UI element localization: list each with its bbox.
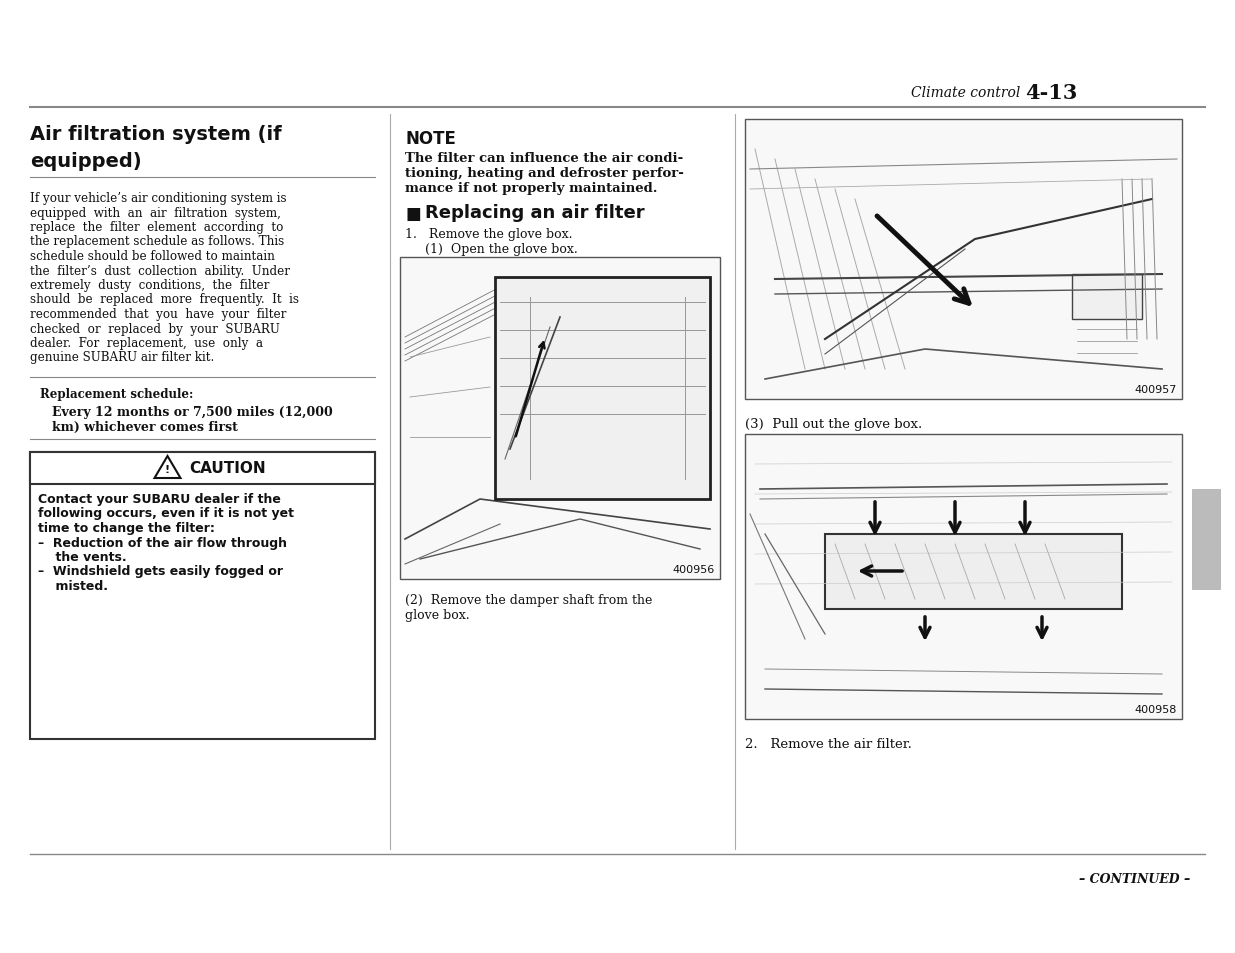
Text: schedule should be followed to maintain: schedule should be followed to maintain — [30, 250, 275, 263]
Text: If your vehicle’s air conditioning system is: If your vehicle’s air conditioning syste… — [30, 192, 287, 205]
Text: !: ! — [165, 464, 170, 475]
Text: checked  or  replaced  by  your  SUBARU: checked or replaced by your SUBARU — [30, 322, 280, 335]
Text: CAUTION: CAUTION — [189, 461, 266, 476]
Text: (3)  Pull out the glove box.: (3) Pull out the glove box. — [745, 417, 923, 431]
Bar — [745, 435, 1182, 720]
Text: extremely  dusty  conditions,  the  filter: extremely dusty conditions, the filter — [30, 278, 269, 292]
Text: NOTE: NOTE — [405, 130, 456, 148]
Text: Contact your SUBARU dealer if the: Contact your SUBARU dealer if the — [38, 493, 280, 505]
Bar — [825, 535, 1123, 609]
Text: Replacement schedule:: Replacement schedule: — [40, 388, 194, 400]
Text: dealer.  For  replacement,  use  only  a: dealer. For replacement, use only a — [30, 336, 263, 350]
Text: km) whichever comes first: km) whichever comes first — [52, 420, 238, 434]
Text: recommended  that  you  have  your  filter: recommended that you have your filter — [30, 308, 287, 320]
Text: ■: ■ — [405, 205, 421, 223]
Bar — [1192, 490, 1220, 589]
Text: The filter can influence the air condi-: The filter can influence the air condi- — [405, 152, 683, 165]
Text: misted.: misted. — [38, 579, 107, 593]
Text: replace  the  filter  element  according  to: replace the filter element according to — [30, 221, 283, 233]
Bar — [1072, 274, 1142, 319]
Text: following occurs, even if it is not yet: following occurs, even if it is not yet — [38, 507, 294, 520]
Bar — [30, 453, 375, 740]
Text: time to change the filter:: time to change the filter: — [38, 521, 215, 535]
Text: 400958: 400958 — [1135, 704, 1177, 714]
Text: 2.   Remove the air filter.: 2. Remove the air filter. — [745, 738, 911, 750]
Bar — [745, 120, 1182, 399]
Bar — [30, 453, 375, 484]
Text: –  Windshield gets easily fogged or: – Windshield gets easily fogged or — [38, 565, 283, 578]
Text: (2)  Remove the damper shaft from the: (2) Remove the damper shaft from the — [405, 594, 652, 606]
Text: (1)  Open the glove box.: (1) Open the glove box. — [405, 243, 578, 255]
Text: Air filtration system (if: Air filtration system (if — [30, 125, 282, 144]
Text: 400957: 400957 — [1135, 385, 1177, 395]
Polygon shape — [154, 456, 180, 478]
Text: the replacement schedule as follows. This: the replacement schedule as follows. Thi… — [30, 235, 284, 248]
Text: 1.   Remove the glove box.: 1. Remove the glove box. — [405, 228, 573, 241]
Text: glove box.: glove box. — [405, 608, 469, 621]
Bar — [400, 257, 720, 579]
Bar — [495, 277, 710, 499]
Text: Every 12 months or 7,500 miles (12,000: Every 12 months or 7,500 miles (12,000 — [52, 406, 332, 418]
Text: tioning, heating and defroster perfor-: tioning, heating and defroster perfor- — [405, 167, 684, 180]
Text: mance if not properly maintained.: mance if not properly maintained. — [405, 182, 657, 194]
Text: Climate control: Climate control — [910, 86, 1020, 100]
Text: the vents.: the vents. — [38, 551, 127, 563]
Text: – CONTINUED –: – CONTINUED – — [1078, 873, 1191, 885]
Text: Replacing an air filter: Replacing an air filter — [425, 204, 645, 222]
Text: 400956: 400956 — [673, 564, 715, 575]
Text: –  Reduction of the air flow through: – Reduction of the air flow through — [38, 536, 287, 549]
Text: 4-13: 4-13 — [1025, 83, 1077, 103]
Text: should  be  replaced  more  frequently.  It  is: should be replaced more frequently. It i… — [30, 294, 299, 306]
Text: the  filter’s  dust  collection  ability.  Under: the filter’s dust collection ability. Un… — [30, 264, 290, 277]
Text: genuine SUBARU air filter kit.: genuine SUBARU air filter kit. — [30, 351, 214, 364]
Text: equipped  with  an  air  filtration  system,: equipped with an air filtration system, — [30, 206, 280, 219]
Text: equipped): equipped) — [30, 152, 142, 171]
